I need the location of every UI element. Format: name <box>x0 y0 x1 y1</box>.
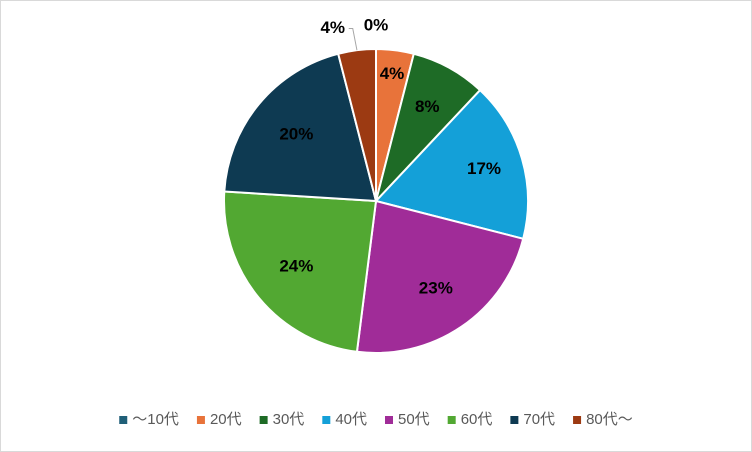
data-label: 0% <box>364 16 389 35</box>
legend-label: 80代～ <box>586 411 633 428</box>
legend-swatch <box>119 416 128 424</box>
legend-swatch <box>322 416 331 424</box>
legend-label: 50代 <box>398 411 430 428</box>
legend-swatch <box>510 416 519 424</box>
data-label: 17% <box>467 159 501 178</box>
data-label: 8% <box>415 97 440 116</box>
legend-label: 60代 <box>461 411 493 428</box>
legend-swatch <box>385 416 393 424</box>
pie-slice <box>355 199 525 354</box>
data-label: 24% <box>279 256 313 275</box>
legend-label: 70代 <box>523 411 555 428</box>
pie-slice <box>374 88 529 241</box>
legend-swatch <box>196 416 205 424</box>
legend-swatch <box>259 416 268 424</box>
legend-label: 20代 <box>210 411 242 428</box>
data-label: 4% <box>380 64 405 83</box>
leader-line <box>348 27 358 51</box>
data-label: 4% <box>320 18 345 37</box>
data-label: 23% <box>419 278 453 297</box>
pie-slice <box>223 52 378 203</box>
legend-swatch <box>447 416 456 424</box>
legend-label: ～10代 <box>132 411 179 428</box>
legend-label: 30代 <box>273 411 305 428</box>
pie-slice <box>223 190 378 353</box>
data-label: 20% <box>279 125 313 144</box>
legend: ～10代 20代 30代 40代 50代 60代 70代 80代～ <box>119 411 633 428</box>
legend-label: 40代 <box>335 411 367 428</box>
legend-swatch <box>573 416 582 424</box>
